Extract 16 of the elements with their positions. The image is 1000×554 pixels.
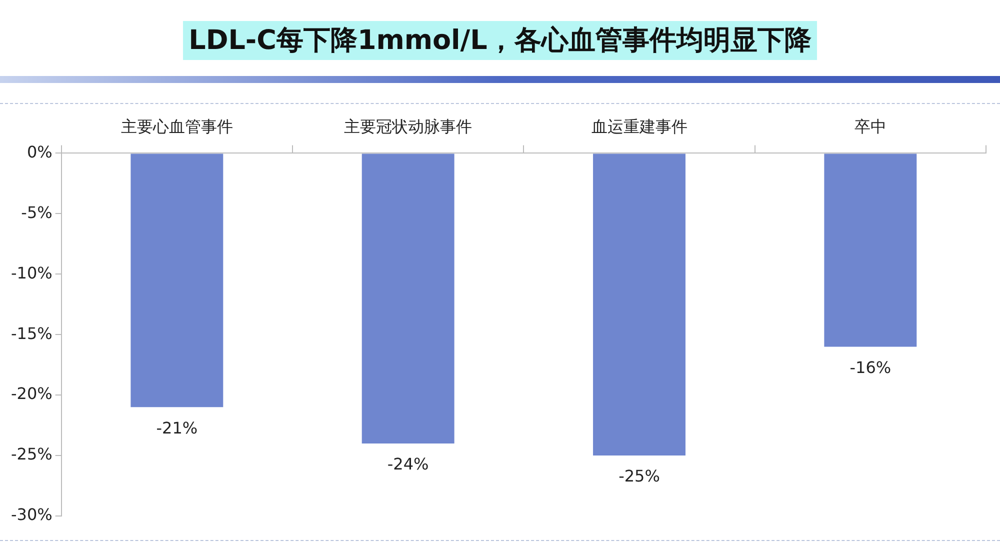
y-tick-label: -5% — [21, 202, 52, 222]
x-tick-label: 主要心血管事件 — [120, 116, 233, 136]
data-label: -16% — [850, 358, 892, 377]
x-tick-label: 主要冠状动脉事件 — [344, 116, 472, 136]
data-label: -21% — [156, 418, 198, 438]
y-tick-label: -30% — [10, 505, 52, 524]
data-label: -25% — [618, 466, 660, 486]
y-tick-label: -10% — [10, 263, 52, 282]
x-tick-label: 卒中 — [854, 116, 886, 136]
y-tick-label: -25% — [10, 444, 52, 464]
y-tick-label: -15% — [10, 324, 52, 343]
chart-title: LDL-C每下降1mmol/L，各心血管事件均明显下降 — [182, 21, 818, 60]
y-tick-label: -20% — [10, 384, 52, 404]
x-tick-label: 血运重建事件 — [591, 116, 688, 136]
data-label: -24% — [387, 454, 429, 474]
y-tick-label: 0% — [26, 142, 52, 162]
